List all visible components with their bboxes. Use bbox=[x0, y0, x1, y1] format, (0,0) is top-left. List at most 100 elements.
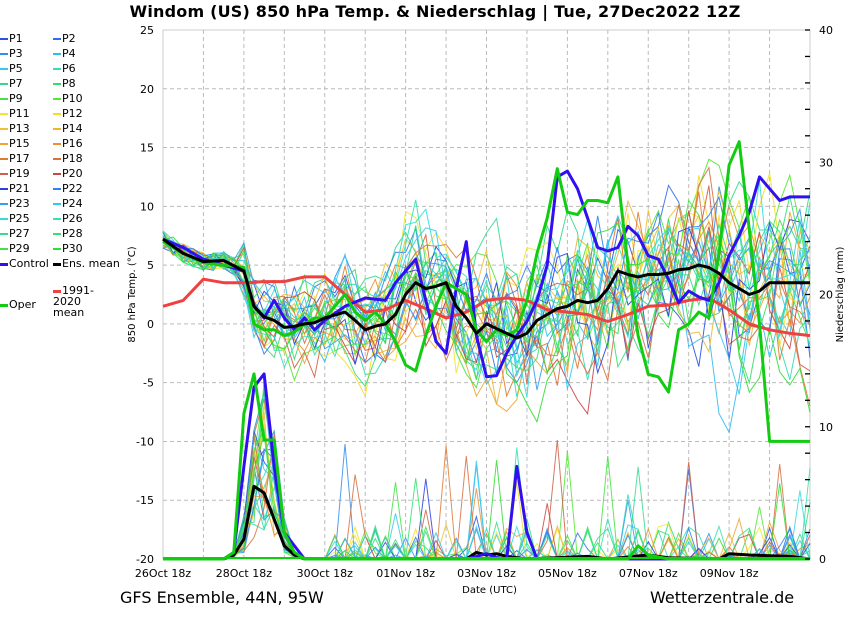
x-tick-label: 03Nov 18z bbox=[457, 567, 516, 580]
x-tick-label: 30Oct 18z bbox=[297, 567, 354, 580]
legend-item-p19: P19 bbox=[0, 167, 30, 181]
website-credit: Wetterzentrale.de bbox=[650, 588, 795, 607]
legend-swatch bbox=[53, 188, 61, 190]
legend-item-ens-mean: Ens. mean bbox=[53, 257, 120, 271]
legend-item-p16: P16 bbox=[53, 137, 83, 151]
legend-swatch bbox=[53, 113, 61, 115]
legend-swatch bbox=[0, 83, 8, 85]
legend-swatch bbox=[53, 128, 61, 130]
y-tick-label: -15 bbox=[136, 494, 154, 507]
legend-label: Oper bbox=[9, 298, 36, 311]
member-temp-line-p30 bbox=[162, 222, 811, 424]
y2-axis-label: Niederschlag (mm) bbox=[835, 247, 846, 343]
y2-tick-label: 30 bbox=[819, 156, 833, 169]
y-tick-label: -5 bbox=[143, 377, 154, 390]
y-tick-label: 5 bbox=[147, 259, 154, 272]
highlight-series bbox=[162, 140, 811, 561]
legend-label: P5 bbox=[9, 62, 23, 75]
legend-swatch bbox=[53, 218, 61, 220]
legend-swatch bbox=[0, 248, 8, 250]
legend-swatch bbox=[0, 173, 8, 175]
legend-item-p28: P28 bbox=[53, 227, 83, 241]
legend-item-p6: P6 bbox=[53, 62, 76, 76]
legend-label: Control bbox=[9, 257, 49, 270]
legend-swatch bbox=[53, 38, 61, 40]
x-tick-label: 01Nov 18z bbox=[376, 567, 435, 580]
x-tick-label: 07Nov 18z bbox=[619, 567, 678, 580]
legend-item-1991-2020-mean: 1991-2020 mean bbox=[53, 285, 105, 318]
x-tick-label: 05Nov 18z bbox=[538, 567, 597, 580]
legend-item-p18: P18 bbox=[53, 152, 83, 166]
y2-tick-label: 10 bbox=[819, 421, 833, 434]
series-oper-precip bbox=[163, 372, 810, 561]
model-source-label: GFS Ensemble, 44N, 95W bbox=[120, 588, 324, 607]
legend-item-p12: P12 bbox=[53, 107, 83, 121]
legend-label: Ens. mean bbox=[62, 257, 120, 270]
legend-swatch bbox=[0, 113, 8, 115]
legend-item-p20: P20 bbox=[53, 167, 83, 181]
legend-swatch bbox=[53, 233, 61, 235]
legend-item-p14: P14 bbox=[53, 122, 83, 136]
y2-tick-label: 40 bbox=[819, 24, 833, 37]
legend-label: P21 bbox=[9, 182, 30, 195]
member-temp-line-p25 bbox=[162, 180, 811, 398]
legend-swatch bbox=[53, 98, 61, 100]
legend-swatch bbox=[53, 143, 61, 145]
legend-item-p21: P21 bbox=[0, 182, 30, 196]
legend-swatch bbox=[53, 289, 61, 293]
legend-item-p7: P7 bbox=[0, 77, 23, 91]
legend-item-p4: P4 bbox=[53, 47, 76, 61]
legend-item-p22: P22 bbox=[53, 182, 83, 196]
legend-swatch bbox=[0, 303, 8, 307]
legend-item-p30: P30 bbox=[53, 242, 83, 256]
member-temp-line-p26 bbox=[162, 199, 811, 369]
legend-label: P1 bbox=[9, 32, 23, 45]
y-tick-label: 25 bbox=[140, 24, 154, 37]
legend-label: P28 bbox=[62, 227, 83, 240]
legend-label: P11 bbox=[9, 107, 30, 120]
y2-tick-label: 20 bbox=[819, 289, 833, 302]
legend-item-p26: P26 bbox=[53, 212, 83, 226]
member-temp-line-p27 bbox=[162, 217, 811, 336]
legend-label: P27 bbox=[9, 227, 30, 240]
y-tick-label: -10 bbox=[136, 435, 154, 448]
y-tick-label: 10 bbox=[140, 200, 154, 213]
member-temp-line-p20 bbox=[162, 210, 811, 416]
legend-label: P10 bbox=[62, 92, 83, 105]
legend-item-p5: P5 bbox=[0, 62, 23, 76]
member-temp-line-p6 bbox=[162, 212, 811, 397]
legend-label: P2 bbox=[62, 32, 76, 45]
legend-label: P4 bbox=[62, 47, 76, 60]
legend-item-p2: P2 bbox=[53, 32, 76, 46]
legend-item-p23: P23 bbox=[0, 197, 30, 211]
legend-label: P13 bbox=[9, 122, 30, 135]
legend-item-p1: P1 bbox=[0, 32, 23, 46]
x-tick-label: 09Nov 18z bbox=[700, 567, 759, 580]
legend-item-oper: Oper bbox=[0, 298, 36, 312]
legend-item-p27: P27 bbox=[0, 227, 30, 241]
legend-swatch bbox=[53, 68, 61, 70]
member-temp-line-p12 bbox=[162, 172, 811, 398]
y-tick-label: 20 bbox=[140, 83, 154, 96]
legend-item-p10: P10 bbox=[53, 92, 83, 106]
legend-swatch bbox=[53, 203, 61, 205]
legend-label: 1991-2020 mean bbox=[53, 284, 94, 319]
y-axis-label: 850 hPa Temp. (°C) bbox=[127, 246, 138, 342]
legend-item-p13: P13 bbox=[0, 122, 30, 136]
legend-label: P8 bbox=[62, 77, 76, 90]
legend-label: P3 bbox=[9, 47, 23, 60]
legend-label: P9 bbox=[9, 92, 23, 105]
legend-item-p15: P15 bbox=[0, 137, 30, 151]
x-axis-label: Date (UTC) bbox=[462, 585, 517, 596]
legend-item-p24: P24 bbox=[53, 197, 83, 211]
legend-label: P20 bbox=[62, 167, 83, 180]
legend-item-p17: P17 bbox=[0, 152, 30, 166]
legend-label: P6 bbox=[62, 62, 76, 75]
legend-swatch bbox=[53, 262, 61, 266]
legend-label: P23 bbox=[9, 197, 30, 210]
legend-swatch bbox=[0, 38, 8, 40]
legend-label: P14 bbox=[62, 122, 83, 135]
x-tick-label: 28Oct 18z bbox=[216, 567, 273, 580]
legend-label: P18 bbox=[62, 152, 83, 165]
